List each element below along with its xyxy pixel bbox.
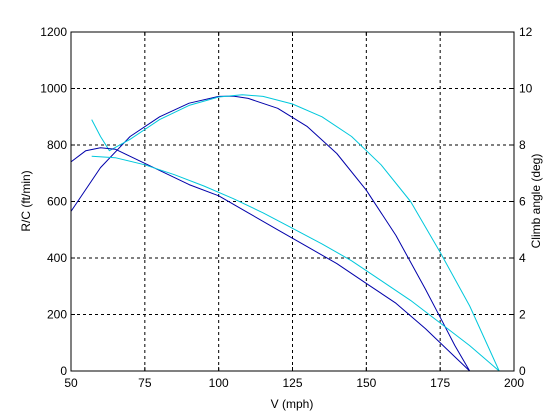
y-right-tick-label: 0 (519, 364, 526, 378)
y-right-tick-label: 10 (519, 82, 533, 96)
y-left-tick-label: 600 (47, 195, 67, 209)
tick-labels: 50 75 100 125 150 175 200020040060080010001200… (40, 25, 532, 390)
x-tick-label: 100 (209, 376, 229, 390)
y-right-tick-label: 12 (519, 25, 533, 39)
x-tick-label: 200 (504, 376, 524, 390)
y-right-tick-label: 2 (519, 308, 526, 322)
y-right-tick-label: 8 (519, 138, 526, 152)
x-tick-label: 50 (64, 376, 78, 390)
x-axis-label: V (mph) (271, 397, 314, 411)
y-axis-left-label: R/C (ft/min) (19, 170, 33, 231)
y-left-tick-label: 1200 (40, 25, 67, 39)
y-left-tick-label: 200 (47, 308, 67, 322)
x-tick-label: 125 (282, 376, 302, 390)
y-axis-right-label: Climb angle (deg) (529, 154, 543, 249)
y-right-tick-label: 4 (519, 251, 526, 265)
axis-ticks (70, 31, 515, 372)
y-left-tick-label: 400 (47, 251, 67, 265)
y-right-tick-label: 6 (519, 195, 526, 209)
series-group (70, 94, 500, 372)
series-line-2-left-axis (91, 94, 500, 372)
y-left-tick-label: 1000 (40, 82, 67, 96)
series-line-1-left-axis (70, 95, 471, 372)
x-tick-label: 150 (356, 376, 376, 390)
x-tick-label: 75 (138, 376, 152, 390)
y-left-tick-label: 0 (60, 364, 67, 378)
x-tick-label: 175 (430, 376, 450, 390)
series-line-3-right-axis (70, 147, 471, 372)
series-line-4-right-axis (91, 155, 500, 372)
y-left-tick-label: 800 (47, 138, 67, 152)
grid-lines (71, 32, 514, 371)
